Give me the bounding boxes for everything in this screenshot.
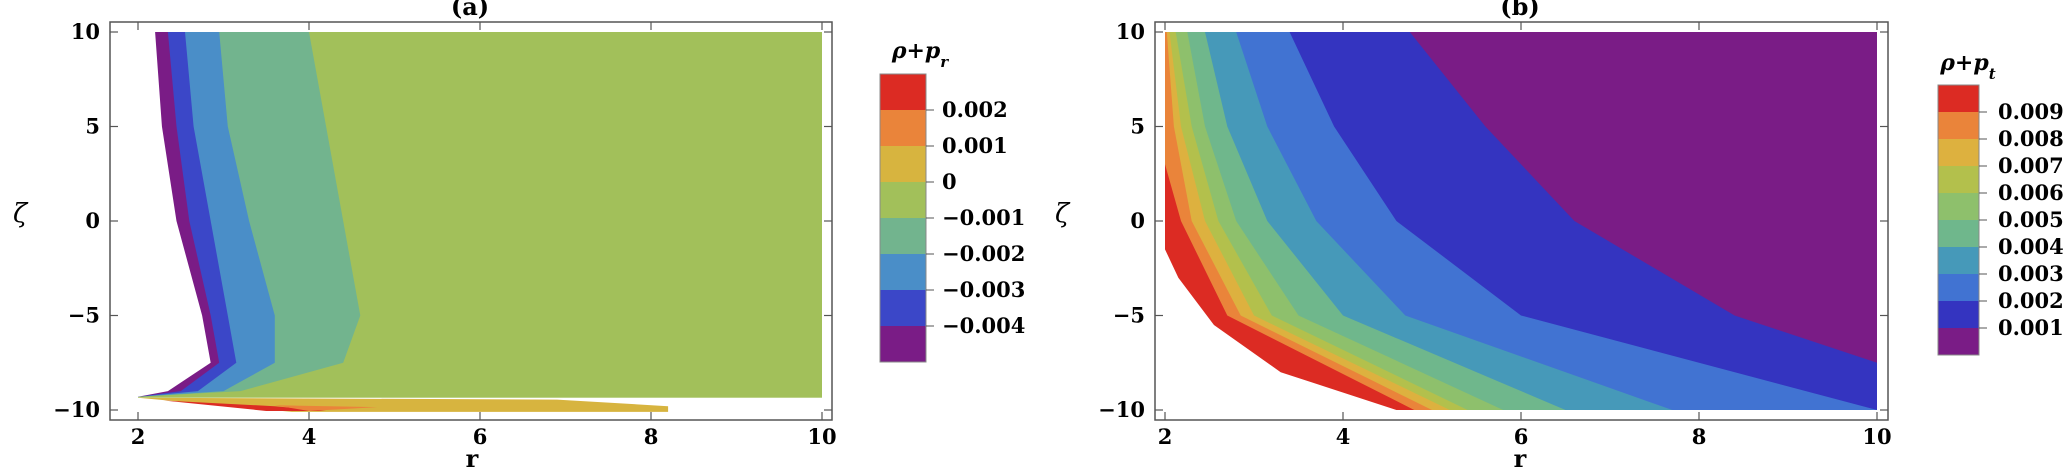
legend-level-label: 0.002	[942, 97, 1008, 122]
x-tick-label: 2	[1158, 424, 1173, 449]
x-tick-label: 6	[473, 424, 488, 449]
legend-swatch	[1938, 139, 1979, 166]
bottom-strip-0.001	[274, 405, 378, 411]
y-tick-label: 10	[71, 19, 100, 44]
x-tick-label: 6	[1514, 424, 1529, 449]
y-tick-label: −10	[53, 397, 100, 422]
panel-a-y-axis-label: ζ	[13, 199, 29, 229]
legend-level-label: 0.008	[1998, 126, 2064, 151]
legend-swatch	[1938, 328, 1979, 355]
panel-b-legend: 0.0090.0080.0070.0060.0050.0040.0030.002…	[1937, 84, 2064, 356]
x-tick-label: 10	[1862, 424, 1891, 449]
legend-swatch	[1938, 220, 1979, 247]
legend-level-label: 0	[942, 169, 957, 194]
panel-a-title: (a)	[451, 0, 489, 21]
x-tick-label: 2	[131, 424, 146, 449]
y-tick-label: 0	[1130, 208, 1145, 233]
legend-swatch	[1938, 85, 1979, 112]
legend-level-label: 0.006	[1998, 180, 2064, 205]
legend-level-label: −0.004	[942, 313, 1025, 338]
legend-level-label: 0.003	[1998, 261, 2064, 286]
legend-swatch	[880, 146, 926, 182]
panel-b-title: (b)	[1500, 0, 1540, 21]
legend-level-label: 0.009	[1998, 99, 2064, 124]
panel-b-x-axis-label: r	[1514, 444, 1527, 472]
panel-a-contour-regions	[138, 32, 822, 412]
legend-swatch	[880, 110, 926, 146]
legend-swatch	[1938, 193, 1979, 220]
legend-level-label: −0.003	[942, 277, 1025, 302]
legend-swatch	[880, 74, 926, 110]
legend-level-label: 0.005	[1998, 207, 2064, 232]
legend-swatch	[1938, 166, 1979, 193]
undefined-region	[138, 32, 211, 397]
legend-level-label: 0.001	[1998, 315, 2064, 340]
y-tick-label: −10	[1098, 397, 1145, 422]
panel-b-contour-regions	[1165, 32, 1877, 410]
contour-level-0.008	[1165, 32, 1432, 410]
x-tick-label: 4	[1336, 424, 1351, 449]
x-tick-label: 8	[644, 424, 659, 449]
legend-swatch	[880, 326, 926, 362]
y-tick-label: 5	[1130, 114, 1145, 139]
x-tick-label: 8	[1692, 424, 1707, 449]
panel-a: (a) 2 4 6 8 10 10 5 0 −5 −10 r ζ ρ+pr 0.002 0.001…	[13, 0, 1025, 472]
legend-level-label: 0.004	[1998, 234, 2064, 259]
y-tick-label: 10	[1116, 19, 1145, 44]
panel-b-x-ticks: 2 4 6 8 10	[1158, 22, 1892, 449]
panel-b-y-axis-label: ζ	[1055, 199, 1071, 229]
legend-swatch	[880, 290, 926, 326]
panel-a-legend-title: ρ+pr	[891, 38, 949, 71]
legend-level-label: −0.001	[942, 205, 1025, 230]
panel-b-y-ticks: 10 5 0 −5 −10	[1098, 19, 1888, 422]
undefined-region	[1165, 249, 1397, 410]
x-tick-label: 4	[302, 424, 317, 449]
x-tick-label: 10	[807, 424, 836, 449]
y-tick-label: −5	[1113, 303, 1145, 328]
legend-swatch	[1938, 274, 1979, 301]
panel-a-y-ticks: 10 5 0 −5 −10	[53, 19, 832, 422]
legend-level-label: −0.002	[942, 241, 1025, 266]
legend-level-label: 0.007	[1998, 153, 2064, 178]
legend-swatch	[880, 218, 926, 254]
panel-a-x-ticks: 2 4 6 8 10	[131, 22, 837, 449]
y-tick-label: 5	[85, 114, 100, 139]
legend-level-label: 0.002	[1998, 288, 2064, 313]
panel-a-x-axis-label: r	[466, 444, 479, 472]
legend-swatch	[1938, 301, 1979, 328]
legend-swatch	[1938, 112, 1979, 139]
legend-swatch	[880, 254, 926, 290]
bottom-strip-0.002	[163, 400, 327, 411]
panel-b-legend-title: ρ+pt	[1939, 50, 1995, 83]
legend-swatch	[880, 182, 926, 218]
legend-level-label: 0.001	[942, 133, 1008, 158]
y-tick-label: 0	[85, 208, 100, 233]
y-tick-label: −5	[68, 303, 100, 328]
panel-b: (b) 2 4 6 8 10 10 5 0 −5 −10 r ζ ρ+pt 0.0090.008…	[1055, 0, 2064, 472]
panel-a-legend: 0.002 0.001 0 −0.001 −0.002 −0.003 −0.004	[879, 73, 1025, 363]
legend-swatch	[1938, 247, 1979, 274]
